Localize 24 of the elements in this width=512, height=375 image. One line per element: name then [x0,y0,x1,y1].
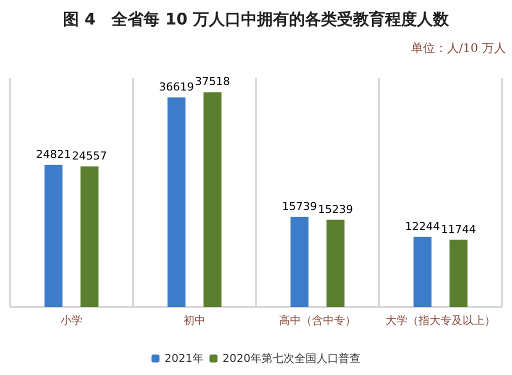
data-label: 15239 [318,202,353,216]
legend-label: 2021年 [164,352,204,365]
bar [290,216,308,307]
bar [414,236,432,307]
x-tick-label: 高中（含中专） [279,314,356,327]
x-tick-label: 大学（指大专及以上） [386,314,496,327]
x-tick-label: 初中 [184,314,206,327]
data-label: 12244 [405,220,440,233]
data-label: 24557 [72,149,107,162]
bar [168,97,186,307]
chart-title: 图 4 全省每 10 万人口中拥有的各类受教育程度人数 [62,10,450,28]
x-tick-label: 小学 [60,314,82,327]
text: 单位：人/10 万人 [410,41,506,55]
bar [204,92,222,307]
data-label: 36619 [159,80,194,94]
data-label: 24821 [36,148,71,161]
data-label: 11744 [441,222,476,236]
legend-label: 2020年第七次全国人口普查 [222,352,360,365]
data-label: 15739 [282,200,317,213]
bar [326,220,344,307]
bar [450,240,468,307]
bar [80,166,98,307]
bar [44,164,62,307]
data-label: 37518 [195,75,230,88]
